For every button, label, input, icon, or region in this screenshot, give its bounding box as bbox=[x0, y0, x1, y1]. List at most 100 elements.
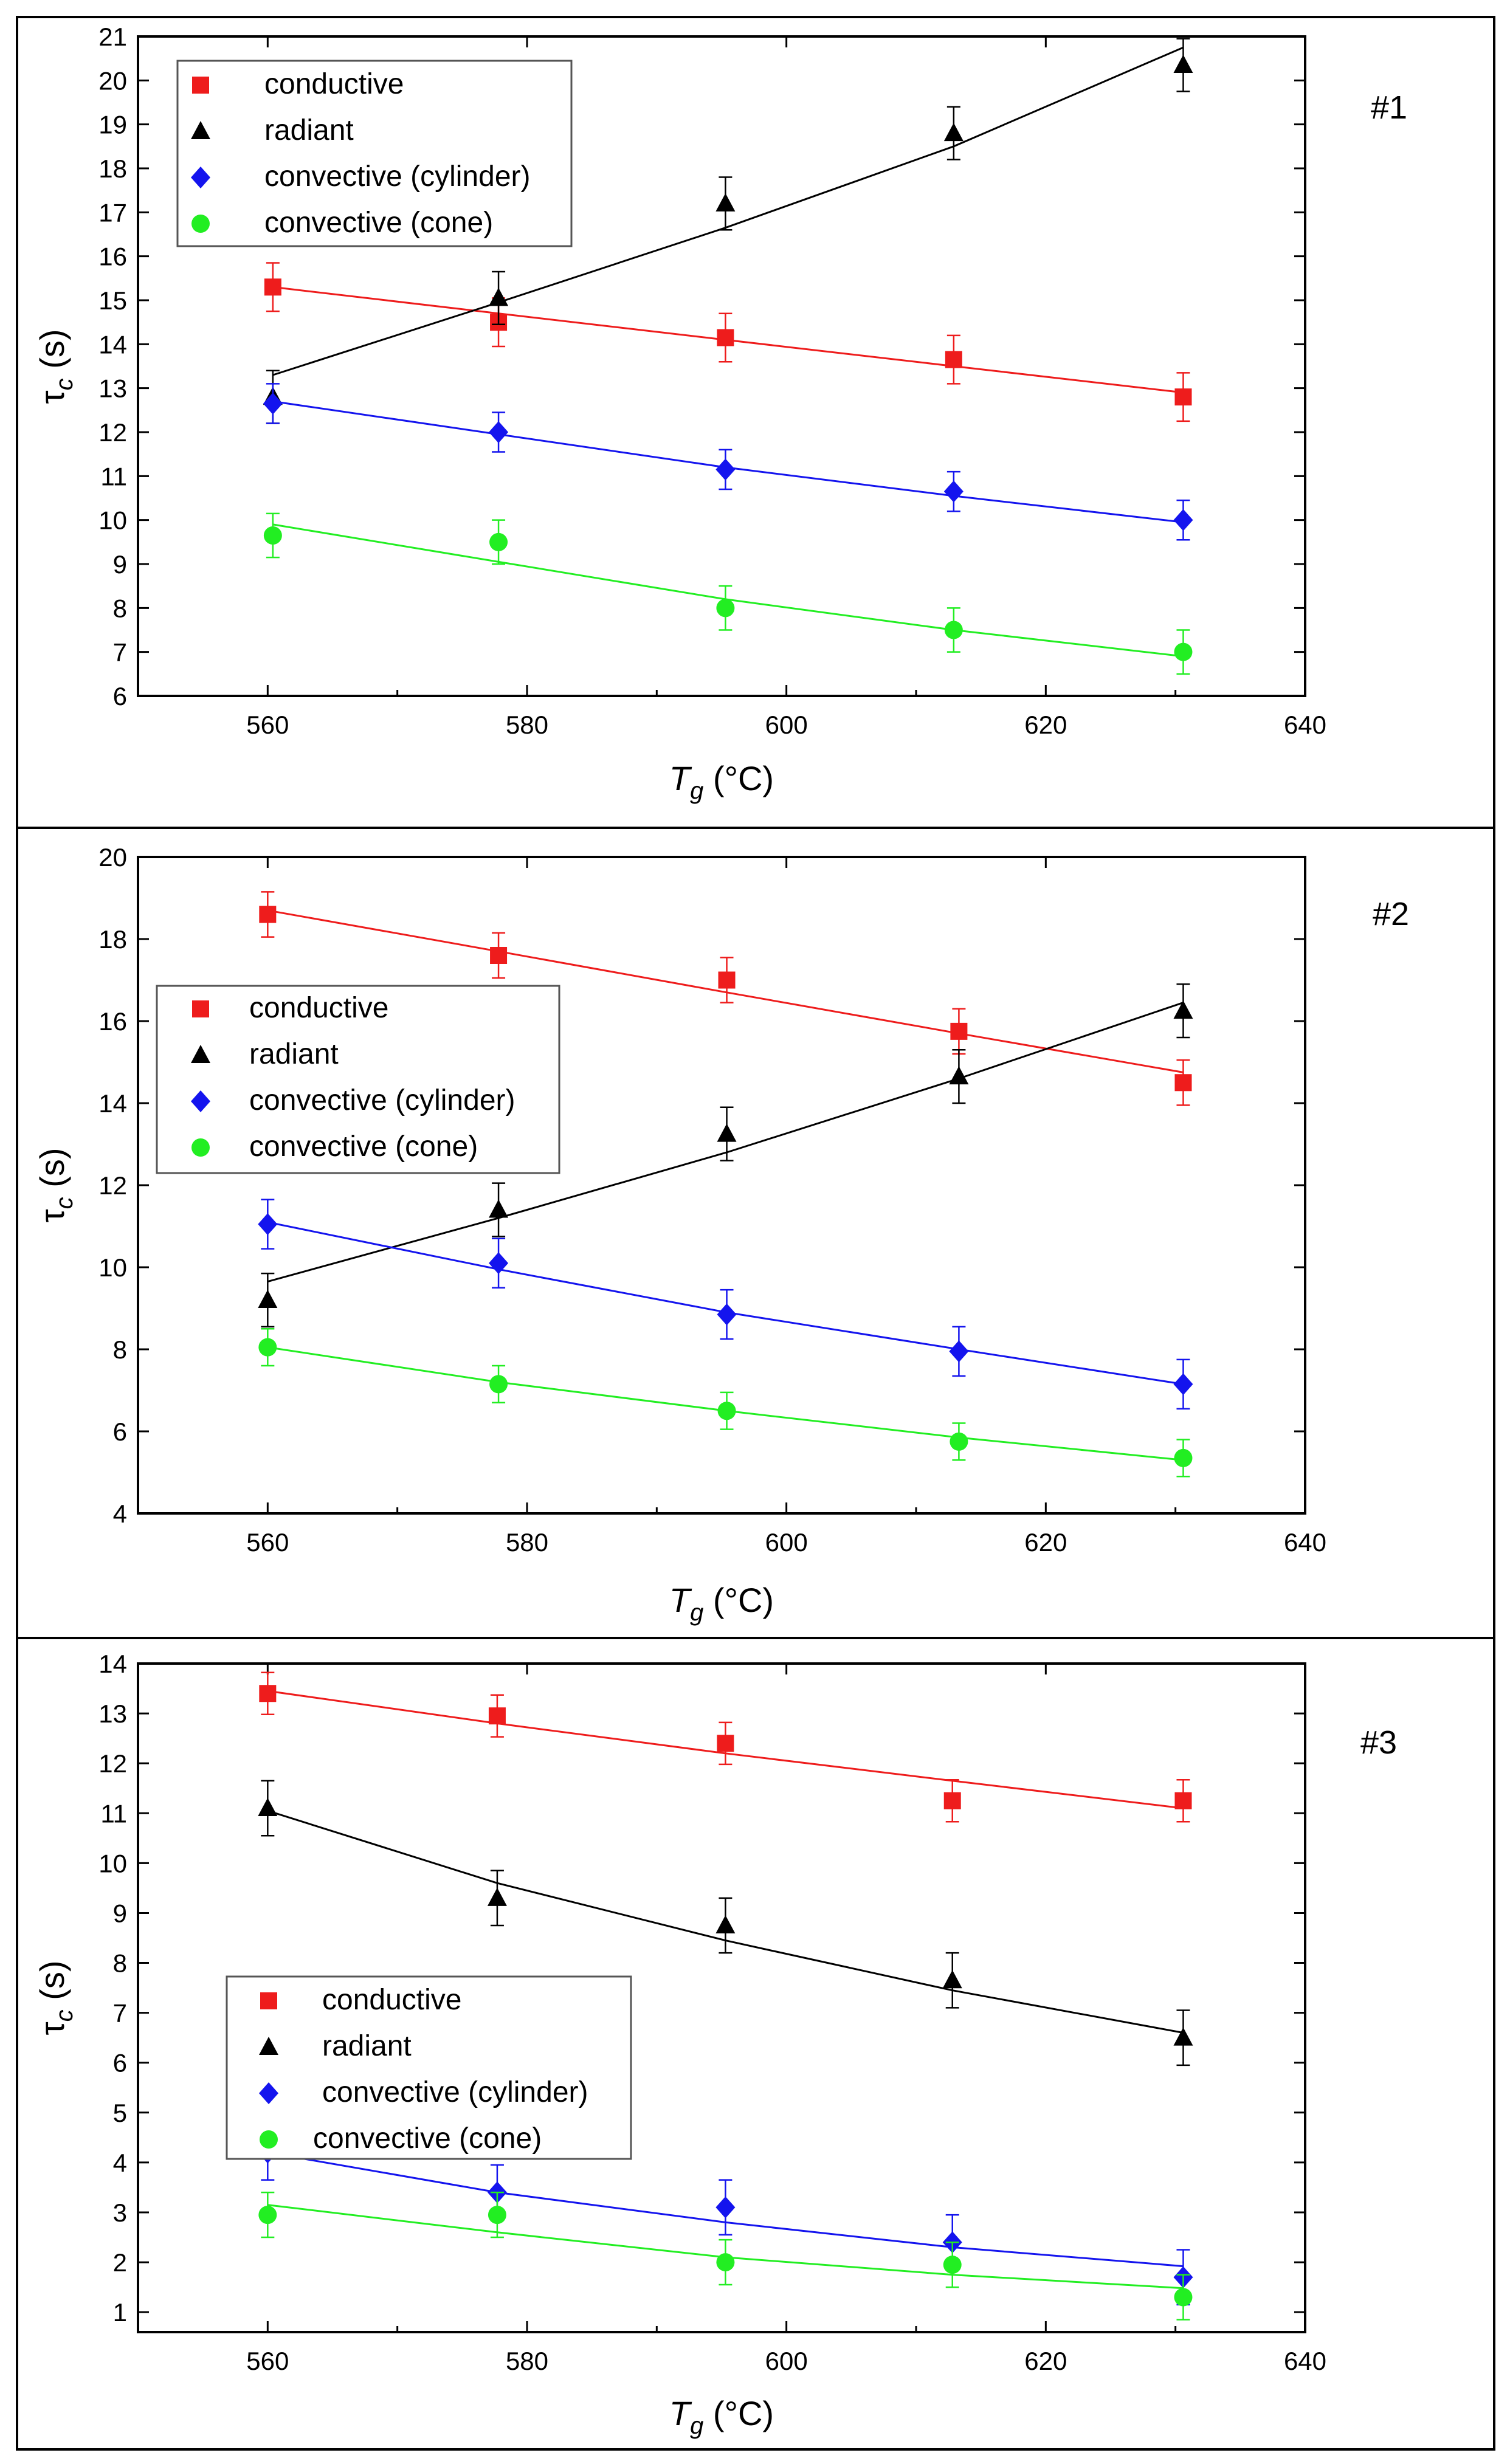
outer-frame bbox=[16, 16, 1495, 2451]
point-convective-cone bbox=[1174, 642, 1193, 661]
x-tick-label: 560 bbox=[246, 1528, 289, 1557]
point-radiant bbox=[715, 193, 736, 212]
plot-area-frame bbox=[137, 1662, 1306, 2333]
y-tick-label: 10 bbox=[98, 1849, 127, 1877]
y-tick-label: 12 bbox=[98, 1171, 127, 1200]
y-tick-label: 4 bbox=[113, 2149, 127, 2177]
y-tick-label: 11 bbox=[100, 462, 127, 490]
legend-marker-radiant bbox=[191, 1045, 210, 1063]
point-radiant bbox=[717, 1123, 737, 1142]
y-tick-label: 3 bbox=[113, 2198, 127, 2227]
y-tick-label: 14 bbox=[98, 1650, 127, 1678]
legend-label-radiant: radiant bbox=[322, 2030, 412, 2062]
y-tick-label: 18 bbox=[98, 154, 127, 183]
axis-ticks: 560 580 600 620 640 6 7 8 9 10 11 12 13 14 15 16 17 18 19 2… bbox=[98, 22, 1326, 739]
y-tick-label: 13 bbox=[98, 1699, 127, 1728]
point-convective-cylinder bbox=[949, 1340, 969, 1363]
y-tick-label: 7 bbox=[113, 1999, 127, 2028]
legend-markers bbox=[191, 77, 210, 233]
legend-label-convective-cylinder: convective (cylinder) bbox=[249, 1084, 515, 1117]
point-convective-cone bbox=[489, 532, 508, 551]
y-tick-label: 17 bbox=[98, 198, 127, 227]
point-convective-cone bbox=[944, 621, 963, 639]
x-tick-label: 560 bbox=[246, 711, 289, 739]
point-radiant bbox=[258, 1798, 278, 1817]
panel-label: #3 bbox=[1360, 1724, 1397, 1761]
point-radiant bbox=[489, 287, 509, 306]
data-marks bbox=[258, 891, 1193, 1478]
legend-label-convective-cone: convective (cone) bbox=[249, 1130, 478, 1163]
point-convective-cone bbox=[258, 1338, 277, 1357]
legend-markers bbox=[259, 1992, 278, 2149]
point-radiant bbox=[943, 123, 964, 142]
point-conductive bbox=[717, 1735, 734, 1752]
point-conductive bbox=[259, 1685, 277, 1702]
point-conductive bbox=[1174, 1074, 1192, 1092]
chart-panel-1: 560 580 600 620 640 6 7 8 9 10 11 12 13 14 15 16 17 18 19 2… bbox=[33, 22, 1407, 804]
legend-label-convective-cylinder: convective (cylinder) bbox=[322, 2076, 588, 2108]
legend-marker-conductive bbox=[192, 1000, 209, 1017]
legend-box bbox=[176, 60, 573, 247]
point-conductive bbox=[945, 351, 962, 368]
point-convective-cylinder bbox=[943, 480, 964, 503]
x-axis-title: Tg (°C) bbox=[669, 2394, 774, 2439]
y-tick-label: 12 bbox=[98, 1749, 127, 1778]
y-tick-label: 14 bbox=[98, 330, 127, 359]
x-tick-label: 600 bbox=[765, 711, 808, 739]
point-conductive bbox=[1174, 1792, 1192, 1809]
axis-ticks: 560 580 600 620 640 4 6 8 10 12 14 16 18 20 bbox=[98, 843, 1326, 1557]
y-tick-label: 21 bbox=[98, 22, 127, 51]
y-tick-label: 6 bbox=[113, 1417, 127, 1446]
legend-marker-convective-cylinder bbox=[191, 167, 210, 188]
legend-marker-convective-cone bbox=[260, 2130, 278, 2149]
y-tick-label: 6 bbox=[113, 682, 127, 711]
point-conductive bbox=[1174, 388, 1192, 406]
y-tick-label: 20 bbox=[98, 843, 127, 872]
x-tick-label: 620 bbox=[1024, 711, 1067, 739]
x-tick-label: 620 bbox=[1024, 1528, 1067, 1557]
point-convective-cone bbox=[950, 1432, 968, 1451]
legend-marker-conductive bbox=[192, 77, 209, 94]
point-convective-cone bbox=[943, 2256, 962, 2274]
y-tick-label: 5 bbox=[113, 2099, 127, 2127]
y-axis-title: τc (s) bbox=[33, 329, 78, 404]
legend-marker-radiant bbox=[191, 121, 210, 139]
y-tick-label: 7 bbox=[113, 638, 127, 667]
point-conductive bbox=[943, 1792, 961, 1809]
legend-label-convective-cone: convective (cone) bbox=[264, 207, 493, 239]
panel-label: #2 bbox=[1373, 896, 1409, 932]
point-convective-cone bbox=[716, 599, 735, 618]
y-tick-label: 15 bbox=[98, 286, 127, 315]
y-tick-label: 8 bbox=[113, 1335, 127, 1364]
legend: conductive radiant convective (cylinder)… bbox=[226, 1975, 632, 2160]
point-convective-cylinder bbox=[489, 1252, 509, 1275]
point-radiant bbox=[258, 1290, 278, 1308]
y-tick-label: 18 bbox=[98, 925, 127, 954]
legend-label-conductive: conductive bbox=[322, 1984, 461, 2016]
y-tick-label: 13 bbox=[98, 374, 127, 403]
legend-label-conductive: conductive bbox=[249, 992, 388, 1024]
point-convective-cylinder bbox=[263, 392, 283, 415]
point-conductive bbox=[259, 906, 277, 923]
legend-marker-radiant bbox=[259, 2037, 278, 2055]
y-tick-label: 10 bbox=[98, 506, 127, 535]
legend-label-convective-cylinder: convective (cylinder) bbox=[264, 160, 530, 193]
y-tick-label: 8 bbox=[113, 1949, 127, 1978]
legend-label-convective-cone: convective (cone) bbox=[313, 2122, 542, 2155]
point-convective-cone bbox=[1174, 2288, 1193, 2307]
point-convective-cylinder bbox=[715, 2196, 736, 2218]
point-convective-cylinder bbox=[717, 1303, 737, 1326]
point-radiant bbox=[1173, 1000, 1193, 1019]
y-axis-title: τc (s) bbox=[33, 1961, 78, 2036]
y-axis-title: τc (s) bbox=[33, 1148, 78, 1223]
y-tick-label: 9 bbox=[113, 550, 127, 579]
legend-label-radiant: radiant bbox=[249, 1038, 339, 1070]
y-tick-label: 12 bbox=[98, 418, 127, 447]
legend-box bbox=[226, 1975, 632, 2160]
legend: conductive radiant convective (cylinder)… bbox=[156, 985, 560, 1174]
chart-panel-2: 560 580 600 620 640 4 6 8 10 12 14 16 18 20 #2 Tg (°C… bbox=[33, 843, 1409, 1626]
point-conductive bbox=[488, 1707, 506, 1725]
legend-box bbox=[156, 985, 560, 1174]
